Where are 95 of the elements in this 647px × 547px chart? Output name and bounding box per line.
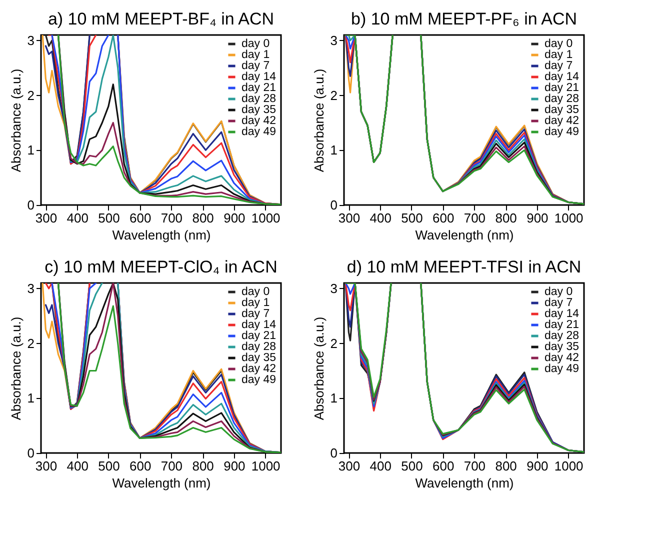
legend-label: day 35	[242, 352, 276, 364]
legend-label: day 14	[242, 71, 277, 83]
legend-label: day 14	[242, 319, 277, 331]
chart-title: c) 10 mM MEEPT-ClO₄ in ACN	[44, 257, 278, 276]
x-tick-label: 600	[129, 210, 152, 226]
x-tick-label: 1000	[554, 458, 584, 474]
legend-label: day 14	[544, 71, 580, 83]
y-tick-label: 1	[27, 142, 34, 158]
x-tick-label: 900	[526, 458, 548, 474]
legend-label: day 49	[242, 374, 276, 386]
x-tick-label: 800	[495, 210, 517, 226]
x-tick-label: 900	[224, 210, 246, 226]
y-tick-label: 3	[27, 32, 34, 48]
x-axis-title: Wavelength (nm)	[415, 228, 514, 242]
legend-label: day 28	[242, 93, 276, 105]
legend-label: day 0	[242, 286, 270, 298]
y-axis-title: Absorbance (a.u.)	[8, 316, 24, 420]
x-axis-title: Wavelength (nm)	[415, 476, 514, 490]
x-tick-label: 400	[370, 458, 392, 474]
x-tick-label: 600	[129, 458, 152, 474]
x-axis-title: Wavelength (nm)	[112, 228, 211, 242]
x-tick-label: 300	[338, 210, 360, 226]
legend-label: day 49	[544, 126, 580, 138]
x-tick-label: 900	[224, 458, 246, 474]
legend-label: day 0	[242, 38, 270, 50]
x-tick-label: 900	[526, 210, 548, 226]
legend-label: day 1	[544, 49, 573, 61]
x-tick-label: 700	[160, 458, 183, 474]
chart-title: b) 10 mM MEEPT-PF₆ in ACN	[350, 9, 578, 28]
legend-label: day 42	[544, 352, 580, 364]
legend-label: day 28	[544, 330, 580, 342]
legend-label: day 21	[544, 319, 580, 331]
y-tick-label: 1	[27, 390, 34, 406]
x-tick-label: 1000	[554, 210, 584, 226]
legend-label: day 7	[242, 308, 270, 320]
x-tick-label: 400	[66, 458, 88, 474]
y-tick-label: 2	[27, 88, 34, 103]
legend-label: day 1	[242, 297, 270, 309]
chart-title: a) 10 mM MEEPT-BF₄ in ACN	[48, 9, 274, 28]
x-tick-label: 600	[432, 210, 454, 226]
x-tick-label: 500	[98, 210, 120, 226]
legend-label: day 42	[242, 363, 276, 375]
x-tick-label: 1000	[251, 458, 280, 474]
x-axis-title: Wavelength (nm)	[112, 476, 211, 490]
y-axis-title: Absorbance (a.u.)	[311, 316, 326, 420]
legend-label: day 35	[544, 104, 580, 116]
legend-label: day 21	[544, 82, 580, 94]
y-tick-label: 3	[330, 32, 338, 48]
legend-label: day 28	[242, 341, 276, 353]
legend-label: day 1	[242, 49, 270, 61]
chart-title: d) 10 mM MEEPT-TFSI in ACN	[346, 257, 582, 276]
x-tick-label: 800	[495, 458, 517, 474]
y-tick-label: 3	[27, 280, 34, 296]
x-tick-label: 500	[98, 458, 120, 474]
x-tick-label: 300	[35, 210, 58, 226]
legend-label: day 14	[544, 308, 580, 320]
x-tick-label: 700	[464, 210, 486, 226]
legend-label: day 49	[242, 126, 276, 138]
x-tick-label: 700	[160, 210, 183, 226]
legend-label: day 35	[544, 341, 580, 353]
x-tick-label: 300	[35, 458, 58, 474]
y-axis-title: Absorbance (a.u.)	[311, 68, 326, 172]
legend-label: day 35	[242, 104, 276, 116]
x-tick-label: 800	[192, 210, 214, 226]
legend-label: day 21	[242, 82, 276, 94]
y-tick-label: 1	[330, 390, 338, 406]
legend-label: day 7	[544, 297, 573, 309]
y-tick-label: 2	[330, 88, 338, 103]
x-tick-label: 800	[192, 458, 214, 474]
y-tick-label: 1	[330, 142, 338, 158]
y-tick-label: 2	[27, 336, 34, 351]
x-tick-label: 600	[432, 458, 454, 474]
legend-label: day 7	[544, 60, 573, 72]
legend-label: day 0	[544, 286, 573, 298]
legend-label: day 21	[242, 330, 276, 342]
y-tick-label: 3	[330, 280, 338, 296]
y-tick-label: 0	[330, 198, 338, 212]
y-tick-label: 0	[27, 198, 34, 212]
legend-label: day 42	[242, 115, 276, 127]
x-tick-label: 700	[464, 458, 486, 474]
y-tick-label: 0	[330, 446, 338, 460]
legend-label: day 0	[544, 38, 573, 50]
legend-label: day 7	[242, 60, 270, 72]
y-axis-title: Absorbance (a.u.)	[8, 68, 24, 172]
y-tick-label: 0	[27, 446, 34, 460]
x-tick-label: 500	[401, 458, 423, 474]
legend-label: day 42	[544, 115, 580, 127]
x-tick-label: 300	[338, 458, 360, 474]
legend-label: day 49	[544, 363, 580, 375]
y-tick-label: 2	[330, 336, 338, 351]
x-tick-label: 400	[370, 210, 392, 226]
x-tick-label: 1000	[251, 210, 280, 226]
legend-label: day 28	[544, 93, 580, 105]
x-tick-label: 400	[66, 210, 88, 226]
x-tick-label: 500	[401, 210, 423, 226]
